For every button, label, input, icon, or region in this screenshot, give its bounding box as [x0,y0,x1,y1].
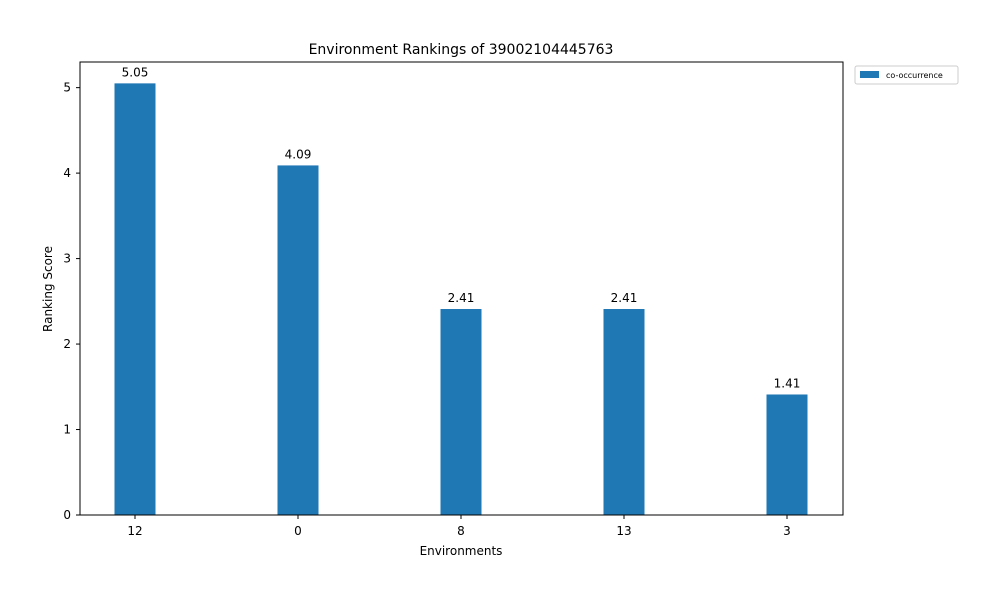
x-tick-label: 8 [457,524,465,538]
bar [603,309,645,515]
x-tick-label: 0 [294,524,302,538]
x-tick-label: 13 [616,524,631,538]
x-tick-label: 3 [783,524,791,538]
data-label: 4.09 [285,147,312,161]
y-tick-label: 3 [63,252,71,266]
y-tick-label: 1 [63,423,71,437]
bar [440,309,482,515]
y-axis-label: Ranking Score [41,246,55,332]
legend-label: co-occurrence [886,71,943,80]
data-label: 5.05 [122,65,149,79]
x-axis-label: Environments [420,544,503,558]
chart-title: Environment Rankings of 39002104445763 [309,42,614,58]
legend-swatch [860,71,879,78]
plot-frame [79,61,844,516]
data-label: 2.41 [448,291,475,305]
y-tick-label: 5 [63,81,71,95]
bar [766,394,808,515]
data-label: 2.41 [611,291,638,305]
bar [114,83,156,516]
y-tick-label: 4 [63,166,71,180]
y-tick-label: 0 [63,508,71,522]
legend-box [854,65,959,85]
bar [277,165,319,515]
legend: co-occurrence [854,65,959,85]
y-tick-label: 2 [63,337,71,351]
data-label: 1.41 [774,376,801,390]
x-tick-label: 12 [127,524,142,538]
